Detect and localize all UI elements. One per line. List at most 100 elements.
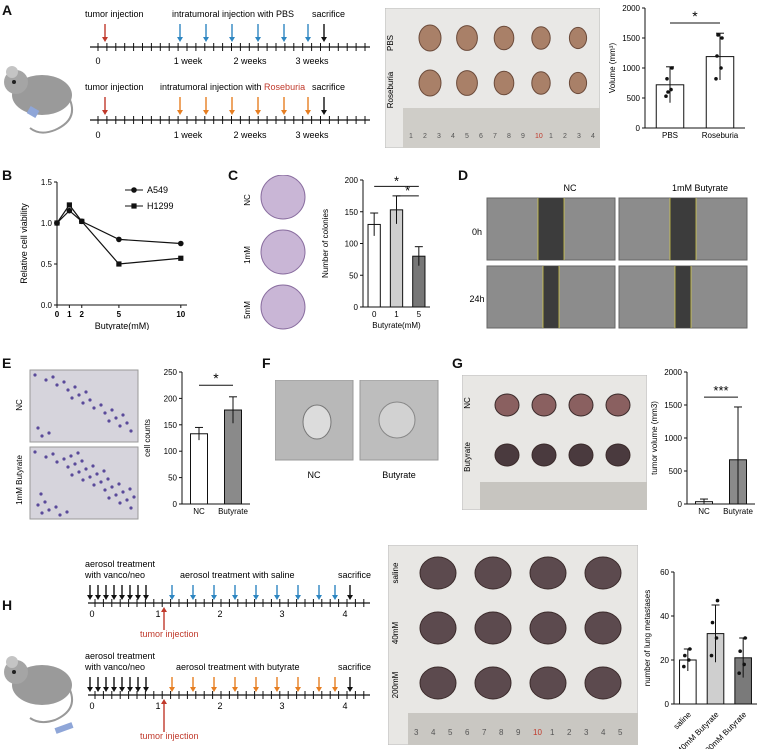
h-ruler-num-12: 5 xyxy=(618,728,623,737)
a-tumor-1-0 xyxy=(418,69,442,97)
y-tick-label-4: 200 xyxy=(345,176,359,185)
h2-arrow-trt-1-head xyxy=(190,687,196,692)
y-tick-label-2: 100 xyxy=(164,447,178,456)
c-dish-label-2: 5mM xyxy=(243,301,252,319)
h2-tick-label-4: 4 xyxy=(342,701,347,711)
y-axis-label: tumor volume (mm3) xyxy=(650,401,659,475)
point-1-4 xyxy=(178,255,184,261)
h-ruler-num-8: 1 xyxy=(550,728,555,737)
h-ruler-num-6: 9 xyxy=(516,728,521,737)
e-cell-1-33 xyxy=(54,505,58,509)
point-0-1 xyxy=(669,87,673,92)
panel-label-d: D xyxy=(458,167,469,183)
bar-0 xyxy=(367,223,381,308)
point-1-2 xyxy=(715,54,719,58)
h-row-200mm: 200mM xyxy=(391,671,400,698)
point-0-2 xyxy=(665,77,669,81)
e-cell-0-11 xyxy=(40,434,44,438)
d-row-24h: 24h xyxy=(469,294,484,304)
ruler-a xyxy=(403,108,600,148)
x-tick-label-0: NC xyxy=(698,507,710,516)
timeline-a2-tick-2: 2 weeks xyxy=(233,130,267,140)
e-row-nc: NC xyxy=(15,399,24,411)
e-cell-0-23 xyxy=(84,390,88,394)
x-tick-label-3: 5 xyxy=(117,310,122,319)
e-cell-1-3 xyxy=(44,455,48,459)
h2-arrow-trt-6-head xyxy=(295,687,301,692)
e-cell-1-35 xyxy=(128,487,132,491)
x-tick-label-1: 1 xyxy=(394,310,399,319)
timeline-a1-tick-3: 3 weeks xyxy=(295,56,329,66)
g-lung-0-1 xyxy=(531,393,557,417)
h1-tick-label-3: 3 xyxy=(279,609,284,619)
a-ruler-num-11: 2 xyxy=(563,133,567,140)
point-2-0 xyxy=(737,671,741,675)
timeline-a-roseburia: tumor injection intratumoral injection w… xyxy=(85,82,370,140)
y-tick-label-4: 200 xyxy=(164,394,178,403)
y-tick-label-2: 1000 xyxy=(622,64,640,73)
timeline-h2-pre2: with vanco/neo xyxy=(84,662,145,672)
h2-arrow-pre-7-head xyxy=(143,687,149,692)
h2-arrow-trt-8-head xyxy=(332,687,338,692)
a-ruler-num-9: 10 xyxy=(535,133,543,140)
y-axis-label: number of lung metastases xyxy=(643,590,652,687)
a-tumor-0-4 xyxy=(568,26,588,50)
e-cell-1-31 xyxy=(80,459,84,463)
e-cell-1-15 xyxy=(88,475,92,479)
h2-arrow-tumor-head xyxy=(161,699,167,704)
e-cell-1-39 xyxy=(76,451,80,455)
timeline-a2-tick-0: 0 xyxy=(95,130,100,140)
mouse-icon xyxy=(4,66,74,134)
h1-arrow-tumor-head xyxy=(161,607,167,612)
timeline-h1-sacrifice: sacrifice xyxy=(338,570,371,580)
a2-arrow-inj-1-head xyxy=(203,110,209,115)
e-cell-1-20 xyxy=(73,462,77,466)
point-1-4 xyxy=(716,33,720,37)
e-cell-0-19 xyxy=(36,426,40,430)
timeline-a2-injection-label: intratumoral injection with Roseburia xyxy=(160,82,305,92)
h1-arrow-pre-5-head xyxy=(127,595,133,600)
y-tick-label-1: 20 xyxy=(660,656,669,665)
h-lung-0-0 xyxy=(419,556,457,590)
e-cell-1-18 xyxy=(99,480,103,484)
h1-arrow-trt-7-head xyxy=(316,595,322,600)
point-1-0 xyxy=(709,653,714,658)
h1-tick-label-2: 2 xyxy=(217,609,222,619)
y-axis-label: Relative cell viability xyxy=(19,203,29,284)
point-0-4 xyxy=(666,90,670,94)
y-tick-label-3: 1500 xyxy=(622,34,640,43)
chart-e-counts: 0 50 100 150 200 250 cell counts NC Butyrate * xyxy=(143,368,250,516)
e-img-0 xyxy=(29,369,139,443)
h1-arrow-trt-4-head xyxy=(253,595,259,600)
e-cell-1-13 xyxy=(114,493,118,497)
x-axis-label: Butyrate(mM) xyxy=(372,321,421,330)
f-img-butyrate xyxy=(359,380,439,461)
e-cell-0-8 xyxy=(129,429,133,433)
y-tick-label-5: 250 xyxy=(164,368,178,377)
e-cell-1-4 xyxy=(81,478,85,482)
y-tick-label-2: 100 xyxy=(345,240,359,249)
timeline-a1-sacrifice-label: sacrifice xyxy=(312,9,345,19)
a-ruler-num-8: 9 xyxy=(521,133,525,140)
e-cell-1-26 xyxy=(95,472,99,476)
timeline-h-butyrate: aerosol treatment with vanco/neo aerosol… xyxy=(84,651,371,741)
h2-arrow-trt-2-head xyxy=(211,687,217,692)
d-gap-1 xyxy=(670,198,696,260)
timeline-h2-pre: aerosol treatment xyxy=(85,651,156,661)
a2-arrow-tumor-head xyxy=(102,110,108,115)
h1-arrow-trt-0-head xyxy=(169,595,175,600)
y-tick-label-1: 50 xyxy=(168,474,177,483)
c-dish-label-1: 1mM xyxy=(243,246,252,264)
point-1-2 xyxy=(710,620,715,625)
x-tick-label-0: PBS xyxy=(662,131,678,140)
a1-arrow-sac-head xyxy=(321,37,327,42)
panel-label-e: E xyxy=(2,355,12,371)
h-ruler-num-5: 8 xyxy=(499,728,504,737)
a1-arrow-inj-0-head xyxy=(177,37,183,42)
e-cell-1-12 xyxy=(77,470,81,474)
g-lung-1-1 xyxy=(531,443,557,467)
x-tick-label-0: 0 xyxy=(55,310,60,319)
h-lung-1-3 xyxy=(584,611,622,645)
x-axis-label: Butyrate(mM) xyxy=(95,321,150,330)
e-cell-0-22 xyxy=(47,431,51,435)
